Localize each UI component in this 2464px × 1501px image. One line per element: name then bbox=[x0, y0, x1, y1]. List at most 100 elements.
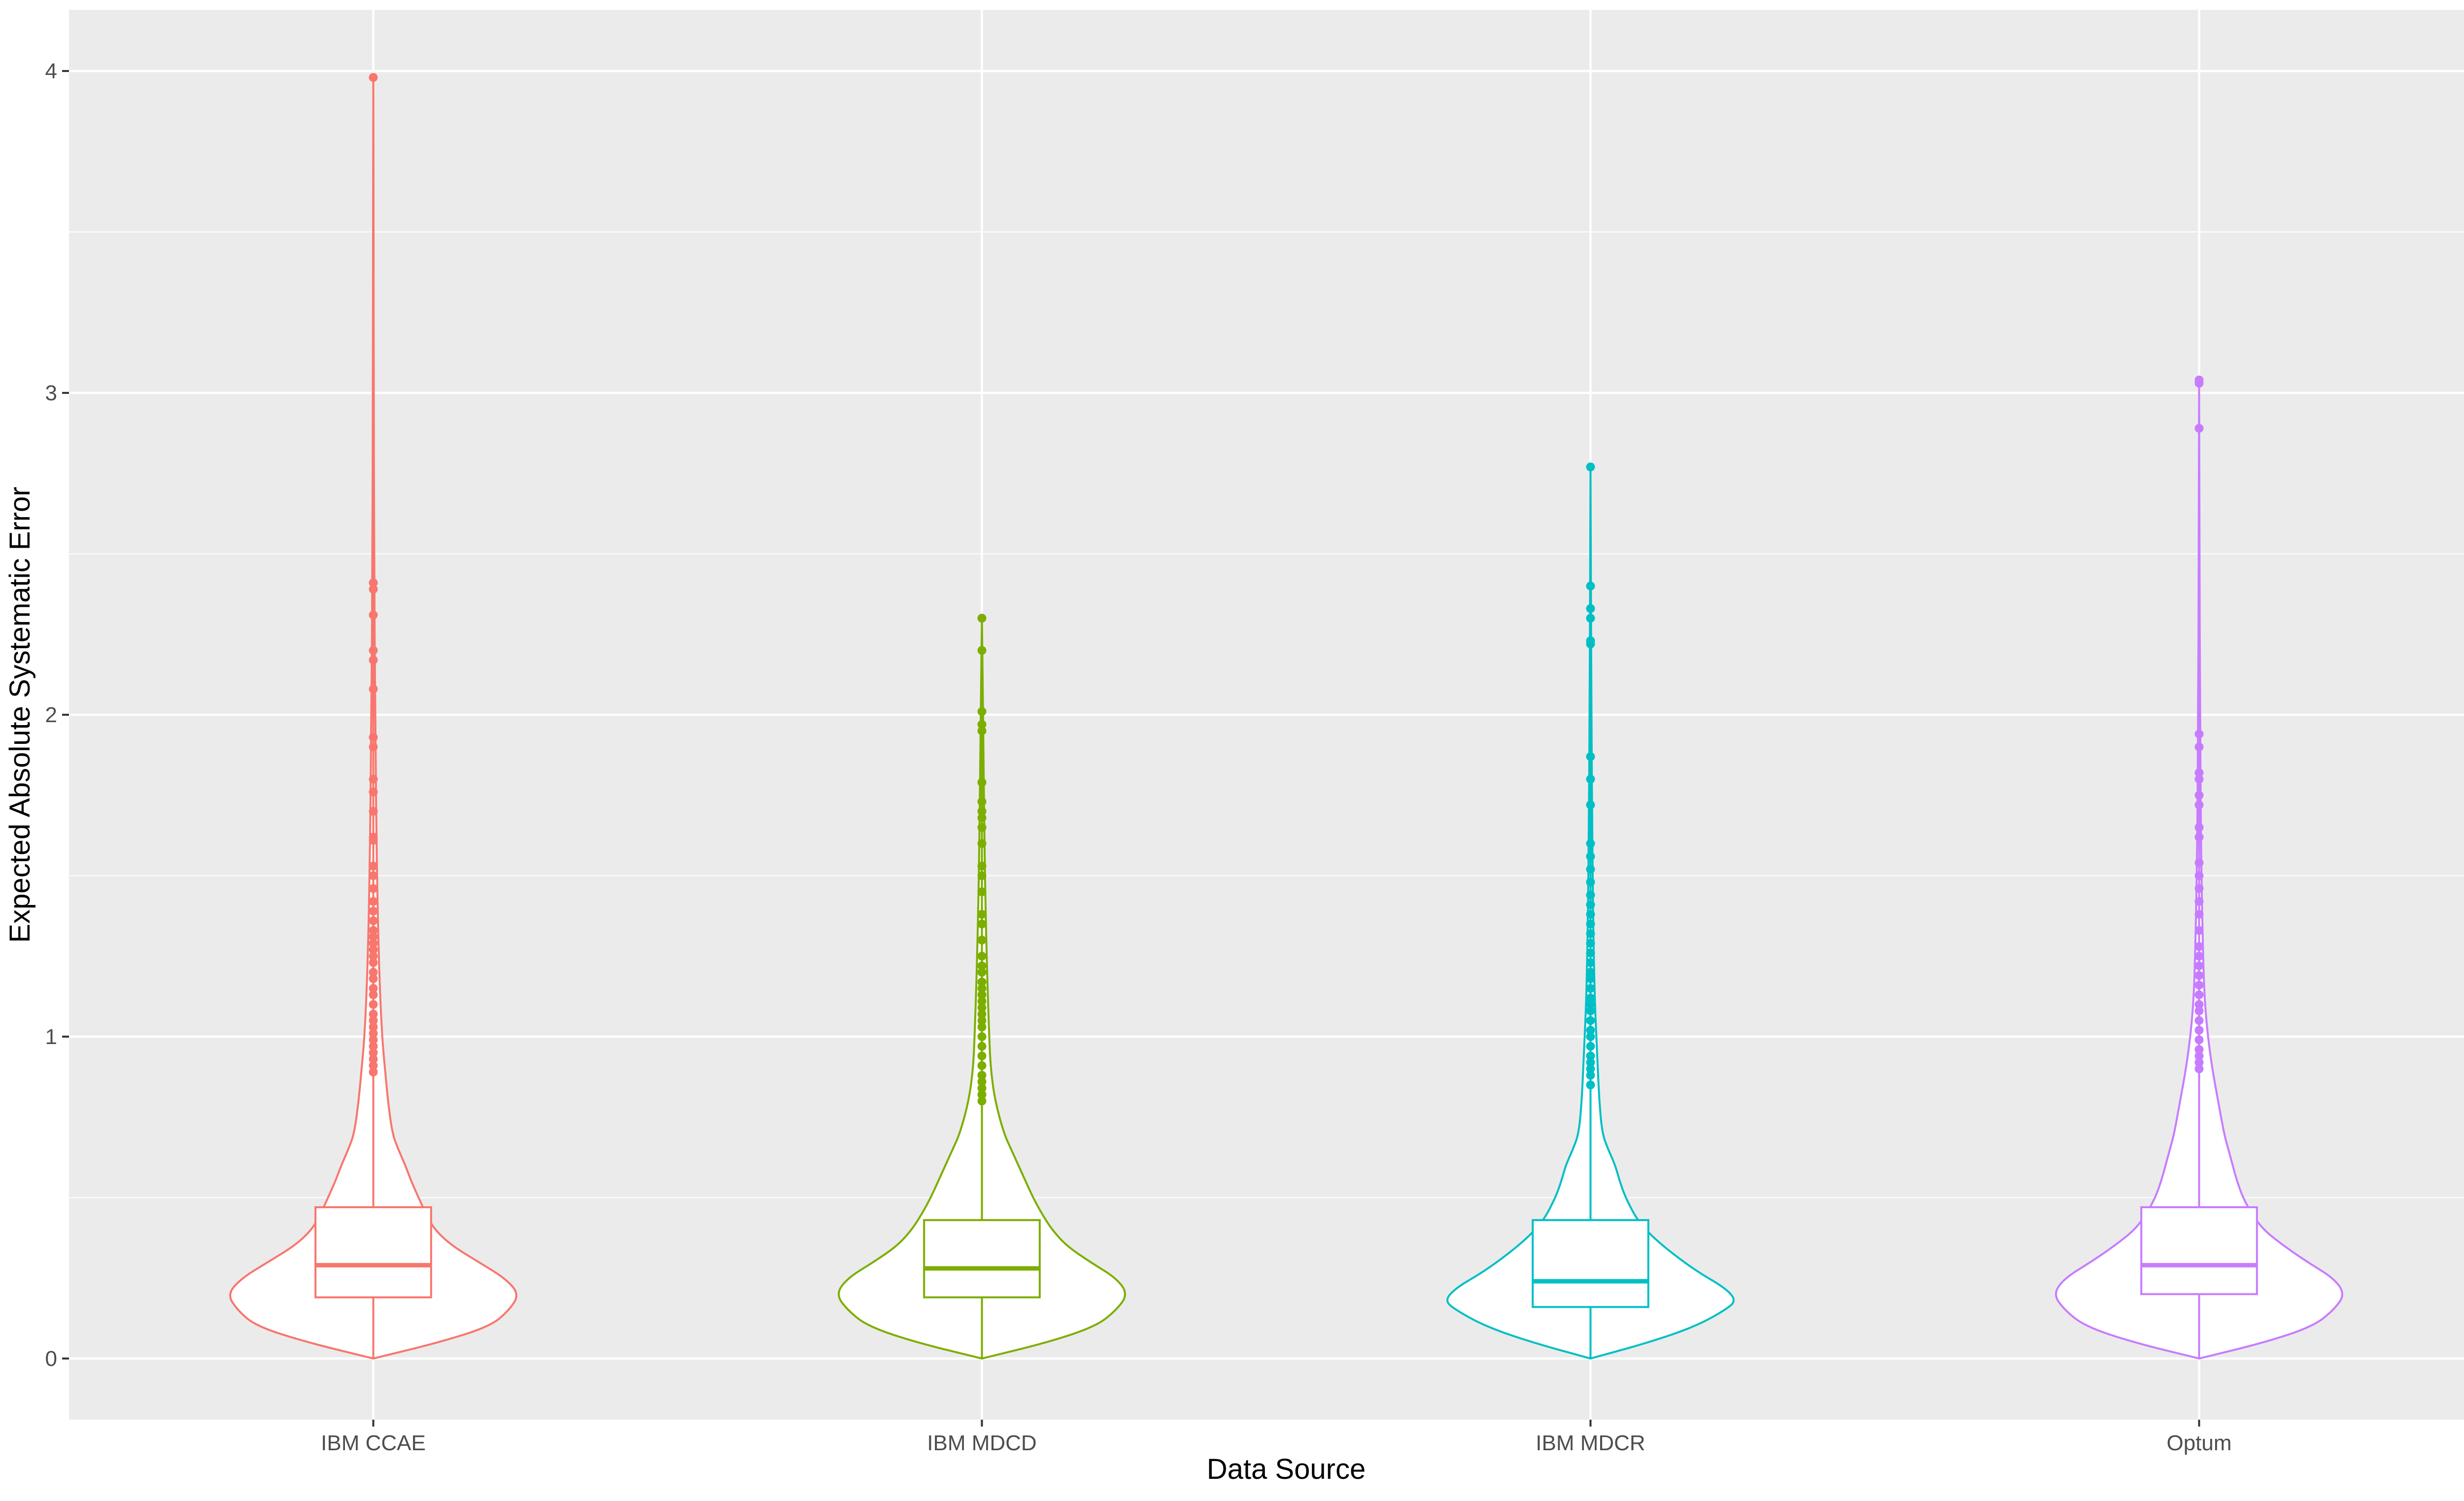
outlier-point bbox=[977, 726, 987, 735]
outlier-point bbox=[2194, 791, 2204, 800]
outlier-point bbox=[1586, 614, 1595, 623]
outlier-point bbox=[369, 1067, 378, 1077]
outlier-point bbox=[1586, 877, 1595, 887]
x-axis-title: Data Source bbox=[1207, 1453, 1366, 1485]
outlier-point bbox=[369, 990, 378, 1000]
outlier-point bbox=[1586, 865, 1595, 874]
outlier-point bbox=[977, 1061, 987, 1070]
outlier-point bbox=[977, 887, 987, 897]
outlier-point bbox=[1586, 939, 1595, 948]
box bbox=[314, 1206, 432, 1298]
outlier-point bbox=[2194, 961, 2204, 971]
outlier-point bbox=[1586, 800, 1595, 809]
outlier-point bbox=[977, 707, 987, 716]
outlier-point bbox=[977, 951, 987, 961]
outlier-point bbox=[369, 1035, 378, 1045]
outlier-point bbox=[369, 585, 378, 594]
x-tick-label: Optum bbox=[2166, 1431, 2231, 1455]
outlier-point bbox=[369, 897, 378, 906]
outlier-point bbox=[977, 871, 987, 880]
violin-group bbox=[838, 614, 1126, 1360]
outlier-point bbox=[2194, 833, 2204, 842]
outlier-point bbox=[369, 833, 378, 842]
outlier-point bbox=[1586, 929, 1595, 939]
outlier-point bbox=[1586, 1042, 1595, 1051]
outlier-point bbox=[369, 984, 378, 993]
outlier-point bbox=[977, 984, 987, 993]
outlier-point bbox=[1586, 636, 1595, 645]
outlier-point bbox=[369, 578, 378, 588]
outlier-point bbox=[977, 1090, 987, 1099]
outlier-point bbox=[1586, 852, 1595, 861]
outlier-point bbox=[369, 1054, 378, 1064]
outlier-point bbox=[1586, 752, 1595, 761]
outlier-point bbox=[369, 916, 378, 925]
outlier-point bbox=[1586, 774, 1595, 784]
outlier-point bbox=[1586, 1080, 1595, 1089]
outlier-point bbox=[977, 646, 987, 655]
x-tick-label: IBM MDCD bbox=[927, 1431, 1036, 1455]
outlier-point bbox=[977, 797, 987, 806]
outlier-point bbox=[369, 787, 378, 797]
outlier-point bbox=[369, 806, 378, 816]
outlier-point bbox=[1586, 604, 1595, 613]
box bbox=[1532, 1219, 1649, 1308]
outlier-point bbox=[1586, 890, 1595, 900]
violin-layer bbox=[229, 73, 2343, 1360]
outlier-point bbox=[2194, 1051, 2204, 1061]
y-tick-label: 2 bbox=[45, 703, 57, 727]
outlier-point bbox=[369, 684, 378, 694]
outlier-point bbox=[977, 1051, 987, 1061]
outlier-point bbox=[1586, 919, 1595, 929]
outlier-point bbox=[977, 968, 987, 977]
outlier-point bbox=[2194, 971, 2204, 980]
outlier-point bbox=[977, 823, 987, 832]
outlier-point bbox=[369, 926, 378, 935]
outlier-point bbox=[977, 1077, 987, 1086]
y-tick-label: 3 bbox=[45, 381, 57, 405]
outlier-point bbox=[977, 806, 987, 816]
outlier-point bbox=[369, 1061, 378, 1070]
outlier-point bbox=[977, 936, 987, 945]
box bbox=[2140, 1206, 2258, 1295]
outlier-point bbox=[2194, 897, 2204, 906]
outlier-point bbox=[1586, 1058, 1595, 1067]
outlier-point bbox=[977, 909, 987, 919]
outlier-point bbox=[2194, 823, 2204, 832]
outlier-point bbox=[977, 1010, 987, 1019]
outlier-point bbox=[977, 813, 987, 822]
outlier-point bbox=[369, 958, 378, 967]
outlier-point bbox=[2194, 742, 2204, 752]
x-tick-label: IBM MDCR bbox=[1536, 1431, 1645, 1455]
outlier-point bbox=[369, 884, 378, 893]
outlier-point bbox=[977, 961, 987, 971]
outlier-point bbox=[977, 977, 987, 986]
outlier-point bbox=[369, 73, 378, 82]
outlier-point bbox=[2194, 942, 2204, 951]
outlier-point bbox=[2194, 951, 2204, 961]
outlier-point bbox=[977, 1032, 987, 1041]
outlier-point bbox=[1586, 581, 1595, 591]
x-axis: IBM CCAE IBM MDCD IBM MDCR Optum bbox=[321, 1420, 2232, 1455]
outlier-point bbox=[369, 951, 378, 961]
outlier-point bbox=[2194, 1025, 2204, 1035]
outlier-point bbox=[369, 1000, 378, 1009]
outlier-point bbox=[2194, 1006, 2204, 1015]
outlier-point bbox=[1586, 968, 1595, 977]
outlier-point bbox=[1586, 1071, 1595, 1080]
outlier-point bbox=[2194, 980, 2204, 990]
outlier-point bbox=[369, 774, 378, 784]
outlier-point bbox=[2194, 858, 2204, 868]
outlier-point bbox=[369, 733, 378, 742]
outlier-point bbox=[977, 1042, 987, 1051]
outlier-point bbox=[369, 1029, 378, 1038]
x-tick-label: IBM CCAE bbox=[321, 1431, 426, 1455]
outlier-point bbox=[2194, 990, 2204, 1000]
outlier-point bbox=[977, 1016, 987, 1025]
outlier-point bbox=[2194, 1016, 2204, 1025]
outlier-point bbox=[977, 1022, 987, 1032]
outlier-point bbox=[369, 907, 378, 916]
outlier-point bbox=[1586, 1025, 1595, 1035]
outlier-point bbox=[2194, 884, 2204, 893]
outlier-point bbox=[369, 1016, 378, 1025]
